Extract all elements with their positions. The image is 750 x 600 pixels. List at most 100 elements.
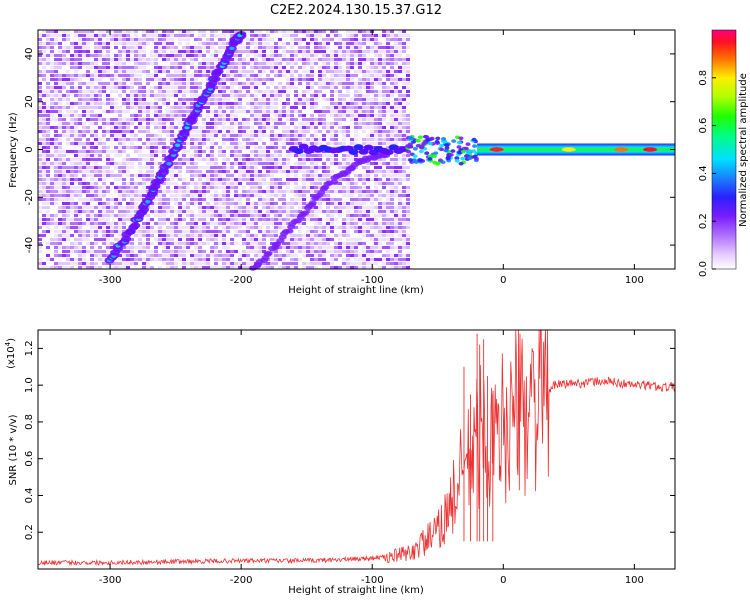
spectrogram-cell xyxy=(402,58,406,61)
spectrogram-cell xyxy=(210,134,214,137)
spectrogram-cell xyxy=(378,238,382,241)
spectrogram-cell xyxy=(126,138,130,141)
spectrogram-cell xyxy=(146,138,150,141)
spectrogram-cell xyxy=(70,162,74,165)
spectrogram-cell xyxy=(138,154,142,157)
spectrogram-cell xyxy=(294,254,298,257)
spectrogram-cell xyxy=(86,214,90,217)
spectrogram-cell xyxy=(366,250,370,253)
spectrogram-cell xyxy=(226,158,230,161)
spectrogram-cell xyxy=(50,70,54,73)
spectrogram-cell xyxy=(262,102,266,105)
spectrogram-cell xyxy=(390,182,394,185)
spectrogram-cell xyxy=(54,234,58,237)
spectrogram-cell xyxy=(146,122,150,125)
spectrogram-cell xyxy=(390,118,394,121)
spectrogram-cell xyxy=(134,42,138,45)
spectrogram-cell xyxy=(286,178,290,181)
spectrogram-cell xyxy=(342,202,346,205)
spectrogram-cell xyxy=(286,222,290,225)
spectrogram-cell xyxy=(222,138,226,141)
spectrogram-cell xyxy=(142,154,146,157)
spectrogram-cell xyxy=(154,58,158,61)
spectrogram-cell xyxy=(186,74,190,77)
spectrogram-cell xyxy=(78,258,82,261)
spectrogram-cell xyxy=(262,218,266,221)
spectrogram-cell xyxy=(322,226,326,229)
spectrogram-cell xyxy=(58,134,62,137)
spectrogram-cell xyxy=(334,106,338,109)
spectrogram-cell xyxy=(122,230,126,233)
spectrogram-cell xyxy=(402,110,406,113)
spectrogram-cell xyxy=(362,186,366,189)
spectrogram-cell xyxy=(146,34,150,37)
spectrogram-cell xyxy=(46,226,50,229)
spectrogram-cell xyxy=(58,150,62,153)
spectrogram-cell xyxy=(302,202,306,205)
spectrogram-cell xyxy=(238,158,242,161)
spectrogram-cell xyxy=(58,234,62,237)
spectrogram-cell xyxy=(74,114,78,117)
spectrogram-cell xyxy=(394,178,398,181)
spectrogram-cell xyxy=(394,34,398,37)
spectrogram-cell xyxy=(198,234,202,237)
spectrogram-cell xyxy=(126,50,130,53)
spectrogram-cell xyxy=(330,138,334,141)
spectrogram-cell xyxy=(338,106,342,109)
spectrogram-cell xyxy=(42,90,46,93)
spectrogram-cell xyxy=(178,250,182,253)
spectrogram-cell xyxy=(206,50,210,53)
spectrogram-cell xyxy=(254,106,258,109)
spectrogram-cell xyxy=(286,86,290,89)
spectrogram-cell xyxy=(186,42,190,45)
cluster-point xyxy=(418,158,424,163)
spectrogram-cell xyxy=(362,194,366,197)
spectrogram-cell xyxy=(134,90,138,93)
spectrogram-cell xyxy=(378,178,382,181)
spectrogram-cell xyxy=(38,142,42,145)
spectrogram-cell xyxy=(342,138,346,141)
spectrogram-cell xyxy=(190,170,194,173)
spectrogram-cell xyxy=(146,62,150,65)
spectrogram-cell xyxy=(214,214,218,217)
spectrogram-cell xyxy=(94,238,98,241)
spectrogram-cell xyxy=(58,58,62,61)
spectrogram-cell xyxy=(142,30,146,33)
spectrogram-cell xyxy=(370,82,374,85)
spectrogram-cell xyxy=(318,70,322,73)
spectrogram-cell xyxy=(210,146,214,149)
spectrogram-cell xyxy=(130,130,134,133)
spectrogram-cell xyxy=(282,218,286,221)
spectrogram-cell xyxy=(298,190,302,193)
spectrogram-cell xyxy=(274,238,278,241)
spectrogram-cell xyxy=(170,42,174,45)
spectrogram-cell xyxy=(218,86,222,89)
spectrogram-cell xyxy=(66,246,70,249)
spectrogram-cell xyxy=(154,214,158,217)
spectrogram-cell xyxy=(258,218,262,221)
spectrogram-cell xyxy=(406,118,410,121)
spectrogram-cell xyxy=(354,158,358,161)
spectrogram-cell xyxy=(394,70,398,73)
spectrogram-cell xyxy=(214,246,218,249)
spectrogram-cell xyxy=(162,154,166,157)
spectrogram-cell xyxy=(46,266,50,269)
spectrogram-cell xyxy=(222,86,226,89)
spectrogram-cell xyxy=(266,54,270,57)
spectrogram-cell xyxy=(358,190,362,193)
spectrogram-cell xyxy=(126,78,130,81)
spectrogram-cell xyxy=(154,198,158,201)
spectrogram-cell xyxy=(386,50,390,53)
spectrogram-cell xyxy=(306,122,310,125)
spectrogram-cell xyxy=(266,34,270,37)
spectrogram-cell xyxy=(286,94,290,97)
spectrogram-cell xyxy=(326,214,330,217)
spectrogram-cell xyxy=(378,122,382,125)
spectrogram-cell xyxy=(262,46,266,49)
spectrogram-cell xyxy=(406,266,410,269)
spectrogram-cell xyxy=(294,226,298,229)
spectrogram-cell xyxy=(386,146,390,149)
spectrogram-cell xyxy=(298,170,302,173)
spectrogram-cell xyxy=(106,230,110,233)
spectrogram-cell xyxy=(222,94,226,97)
